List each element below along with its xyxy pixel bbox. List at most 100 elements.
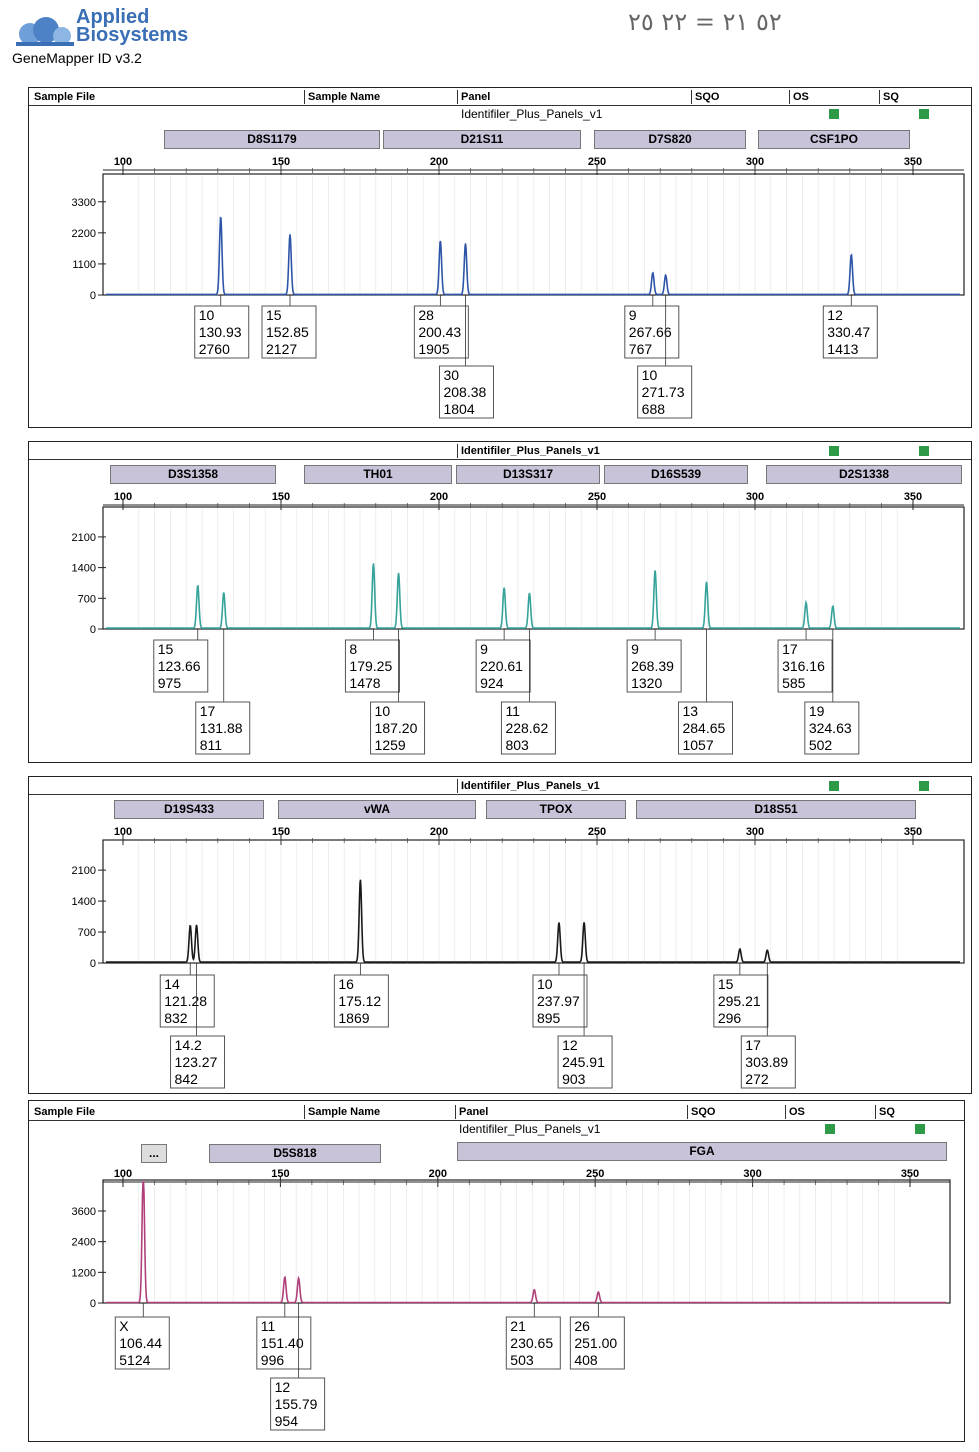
y-tick-label: 700 [78,927,96,939]
peak-height: 1804 [443,401,474,417]
y-tick-label: 2400 [72,1237,96,1249]
x-tick-label: 100 [114,826,132,838]
allele-call: 11 [261,1318,276,1334]
allele-call: 9 [631,641,639,657]
allele-size: 316.16 [782,658,825,674]
peak-height: 2760 [199,341,230,357]
allele-size: 208.38 [443,384,486,400]
handwritten-note: ٥٢ ٢١ = ٢٢ ٢٥ [628,8,782,36]
peak-height: 272 [745,1071,769,1087]
peak-height: 895 [537,1010,561,1026]
panel-name-value: Identifiler_Plus_Panels_v1 [461,107,603,121]
y-tick-label: 1100 [72,259,96,271]
allele-label-box [557,1035,613,1089]
y-tick-label: 3300 [72,197,96,209]
x-tick-label: 300 [743,1168,761,1180]
x-tick-label: 300 [746,826,764,838]
allele-call: 17 [782,641,798,657]
locus-bar-ellipsis[interactable]: ... [141,1144,167,1163]
panel-name-value: Identifiler_Plus_Panels_v1 [457,779,600,793]
peak-height: 5124 [119,1352,150,1368]
allele-label-box [170,1035,226,1089]
locus-bar: CSF1PO [758,130,910,149]
allele-label-box [637,365,693,419]
allele-label-box [344,639,400,693]
allele-size: 268.39 [631,658,674,674]
allele-call: 12 [562,1037,578,1053]
allele-call: 17 [745,1037,761,1053]
header-sqo: SQO [691,90,719,104]
x-tick-label: 150 [272,491,290,503]
allele-label-box [777,639,833,693]
locus-bar: vWA [278,800,476,819]
allele-call: 11 [505,703,520,719]
x-tick-label: 250 [588,826,606,838]
x-tick-label: 200 [430,156,448,168]
allele-call: 10 [375,703,391,719]
peak-height: 924 [480,675,504,691]
locus-bar: TH01 [304,465,452,484]
allele-size: 200.43 [418,324,461,340]
allele-label-box [159,974,215,1028]
os-quality-indicator [829,109,839,119]
x-tick-label: 100 [114,1168,132,1180]
allele-call: 14 [164,976,180,992]
header-os: OS [789,90,809,104]
allele-label-box [413,305,469,359]
allele-size: 123.66 [158,658,201,674]
y-tick-label: 0 [90,624,96,636]
header-sq: SQ [875,1105,895,1119]
peak-height: 502 [809,737,833,753]
locus-bar: D5S818 [209,1144,381,1163]
allele-size: 131.88 [200,720,243,736]
allele-label-box [270,1377,326,1431]
allele-label-box [475,639,531,693]
allele-call: 9 [629,307,637,323]
x-tick-label: 350 [904,156,922,168]
x-tick-label: 250 [588,491,606,503]
os-quality-indicator [829,446,839,456]
applied-biosystems-logo-icon [16,17,74,46]
allele-size: 155.79 [275,1396,318,1412]
allele-size: 220.61 [480,658,523,674]
allele-size: 123.27 [175,1054,218,1070]
allele-label-box [569,1316,625,1370]
allele-size: 230.65 [510,1335,553,1351]
allele-size: 175.12 [338,993,381,1009]
locus-bar: D19S433 [114,800,264,819]
allele-label-box [677,701,733,755]
x-tick-label: 100 [114,491,132,503]
allele-size: 228.62 [505,720,548,736]
allele-call: X [119,1318,129,1334]
